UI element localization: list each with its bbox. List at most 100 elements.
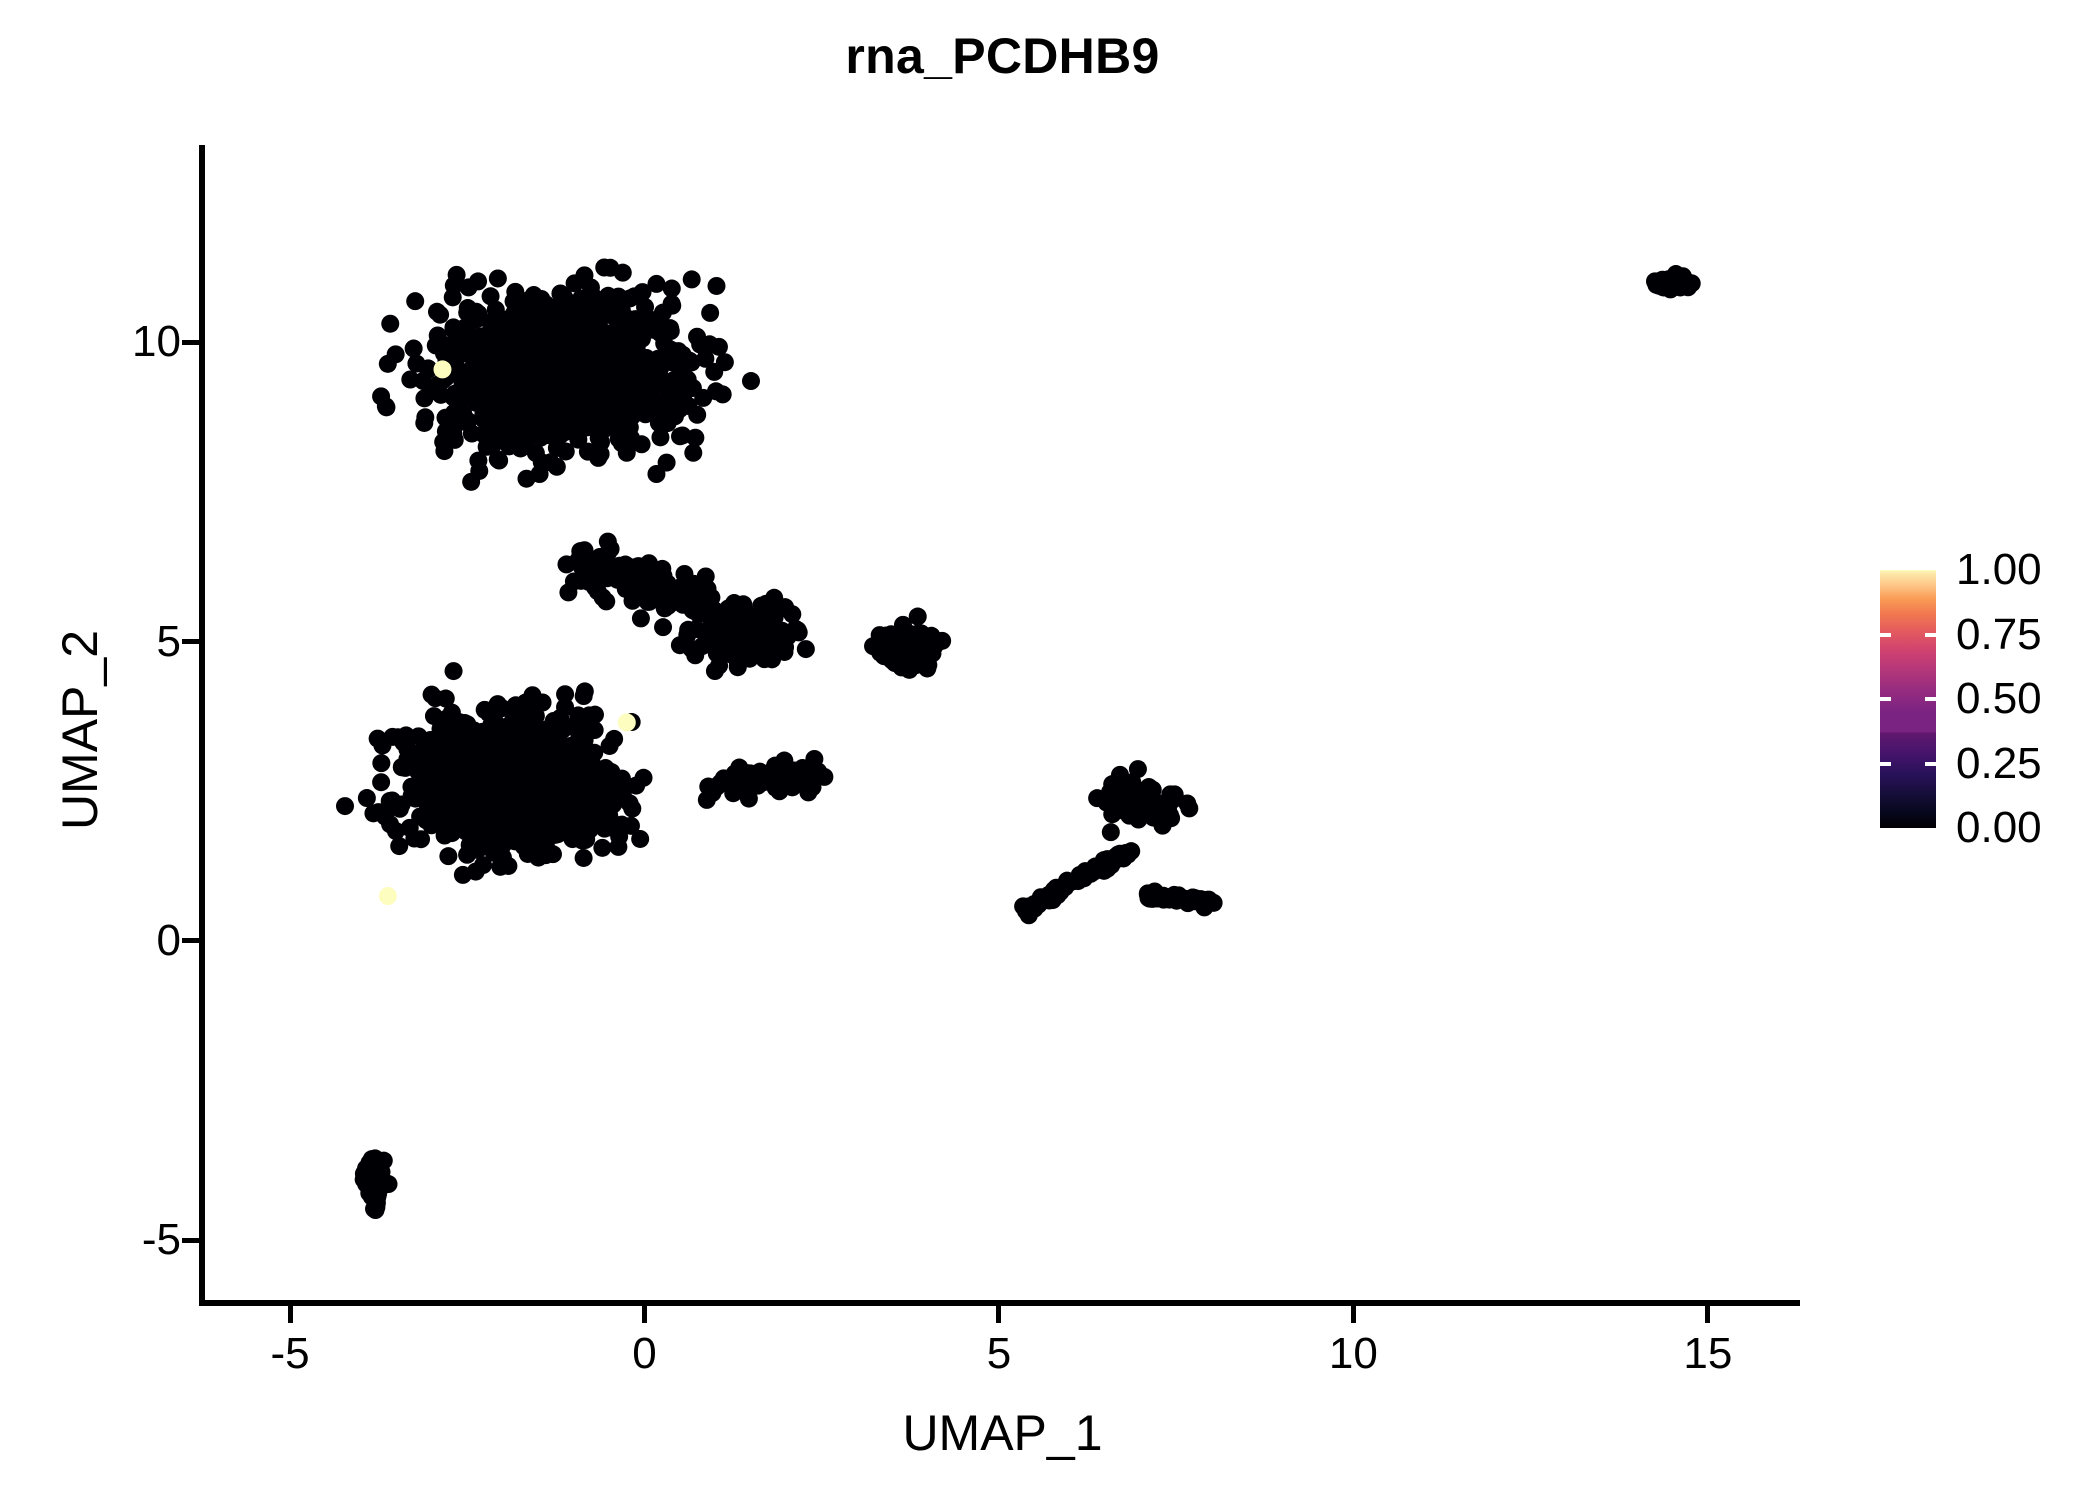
scatter-point bbox=[594, 385, 613, 404]
scatter-point bbox=[487, 782, 506, 801]
scatter-point bbox=[741, 372, 760, 391]
scatter-point bbox=[707, 276, 726, 295]
scatter-point bbox=[1016, 901, 1035, 920]
scatter-point bbox=[386, 822, 405, 841]
scatter-point bbox=[530, 465, 549, 483]
scatter-point bbox=[713, 615, 732, 634]
scatter-point bbox=[471, 725, 490, 744]
colorbar-tick-label: 0.75 bbox=[1956, 609, 2042, 659]
scatter-point bbox=[374, 1151, 393, 1170]
scatter-point bbox=[671, 427, 690, 446]
scatter-point bbox=[756, 594, 775, 613]
scatter-point bbox=[892, 658, 911, 677]
colorbar-tick-label: 0.25 bbox=[1956, 738, 2042, 788]
scatter-point bbox=[654, 618, 673, 637]
scatter-point bbox=[688, 602, 707, 621]
scatter-point bbox=[707, 777, 726, 796]
scatter-point bbox=[710, 632, 729, 651]
scatter-point bbox=[596, 547, 615, 566]
scatter-point bbox=[459, 768, 478, 787]
plot-panel[interactable] bbox=[205, 145, 1800, 1300]
scatter-point bbox=[1142, 789, 1161, 808]
scatter-point bbox=[581, 290, 600, 309]
scatter-point bbox=[569, 314, 588, 333]
scatter-point bbox=[378, 354, 397, 373]
scatter-point bbox=[647, 274, 666, 293]
colorbar-tick-mark bbox=[1925, 697, 1936, 701]
scatter-point bbox=[611, 558, 630, 577]
scatter-point bbox=[557, 718, 576, 737]
scatter-point bbox=[617, 408, 636, 427]
scatter-point bbox=[631, 829, 650, 848]
scatter-point bbox=[580, 743, 599, 762]
scatter-point bbox=[402, 786, 421, 805]
scatter-point bbox=[572, 399, 591, 418]
scatter-point bbox=[741, 767, 760, 786]
colorbar-legend[interactable]: 0.00 0.25 0.50 0.75 1.00 bbox=[1880, 548, 2090, 850]
scatter-point bbox=[553, 751, 571, 770]
scatter-point bbox=[1082, 861, 1101, 880]
scatter-point bbox=[682, 270, 701, 289]
scatter-point bbox=[405, 829, 424, 848]
scatter-point bbox=[461, 751, 480, 770]
scatter-point bbox=[686, 428, 705, 447]
scatter-point bbox=[682, 639, 701, 658]
scatter-point bbox=[632, 377, 651, 396]
scatter-point bbox=[484, 353, 503, 372]
scatter-point bbox=[568, 767, 587, 786]
scatter-point bbox=[1101, 823, 1120, 842]
scatter-point bbox=[1160, 806, 1179, 825]
scatter-point bbox=[383, 727, 402, 746]
scatter-point bbox=[376, 397, 395, 416]
scatter-point bbox=[419, 360, 438, 379]
scatter-point bbox=[427, 787, 446, 806]
scatter-point bbox=[524, 811, 542, 830]
scatter-point bbox=[366, 1201, 385, 1220]
scatter-point bbox=[463, 360, 482, 379]
scatter-point bbox=[789, 623, 808, 642]
scatter-point bbox=[1180, 799, 1199, 818]
scatter-point bbox=[357, 789, 376, 808]
scatter-point bbox=[397, 726, 416, 745]
scatter-point bbox=[631, 609, 650, 628]
scatter-point bbox=[637, 349, 656, 368]
scatter-point bbox=[639, 554, 658, 573]
scatter-point bbox=[605, 332, 624, 351]
scatter-point bbox=[509, 713, 528, 732]
scatter-point bbox=[531, 428, 550, 447]
scatter-point bbox=[426, 689, 445, 708]
scatter-point bbox=[627, 311, 645, 330]
scatter-point bbox=[567, 743, 586, 762]
scatter-point bbox=[564, 572, 583, 591]
scatter-point bbox=[571, 542, 590, 561]
scatter-point bbox=[612, 789, 631, 808]
colorbar-tick-mark bbox=[1880, 761, 1891, 766]
scatter-point bbox=[728, 656, 747, 675]
scatter-point bbox=[439, 424, 458, 443]
scatter-point-highlighted bbox=[378, 887, 397, 906]
scatter-point bbox=[474, 384, 493, 403]
scatter-point bbox=[442, 785, 461, 804]
scatter-point bbox=[438, 336, 457, 355]
y-tick-label: -5 bbox=[141, 1215, 181, 1265]
scatter-point bbox=[613, 263, 632, 282]
scatter-point bbox=[458, 299, 477, 318]
scatter-point bbox=[406, 292, 425, 311]
scatter-point bbox=[908, 607, 927, 626]
scatter-point bbox=[698, 579, 717, 598]
scatter-point bbox=[435, 826, 454, 845]
scatter-point bbox=[444, 318, 463, 337]
scatter-point bbox=[336, 797, 354, 816]
scatter-point bbox=[569, 430, 588, 449]
scatter-point bbox=[787, 763, 806, 782]
scatter-point bbox=[454, 340, 473, 359]
scatter-point bbox=[734, 608, 753, 627]
scatter-point bbox=[381, 314, 400, 333]
x-tick-label: 5 bbox=[986, 1329, 1012, 1378]
scatter-point bbox=[622, 429, 641, 448]
scatter-point bbox=[557, 555, 576, 574]
scatter-point bbox=[458, 413, 477, 432]
scatter-point bbox=[524, 777, 543, 796]
scatter-point bbox=[465, 836, 484, 855]
scatter-point bbox=[540, 360, 559, 379]
